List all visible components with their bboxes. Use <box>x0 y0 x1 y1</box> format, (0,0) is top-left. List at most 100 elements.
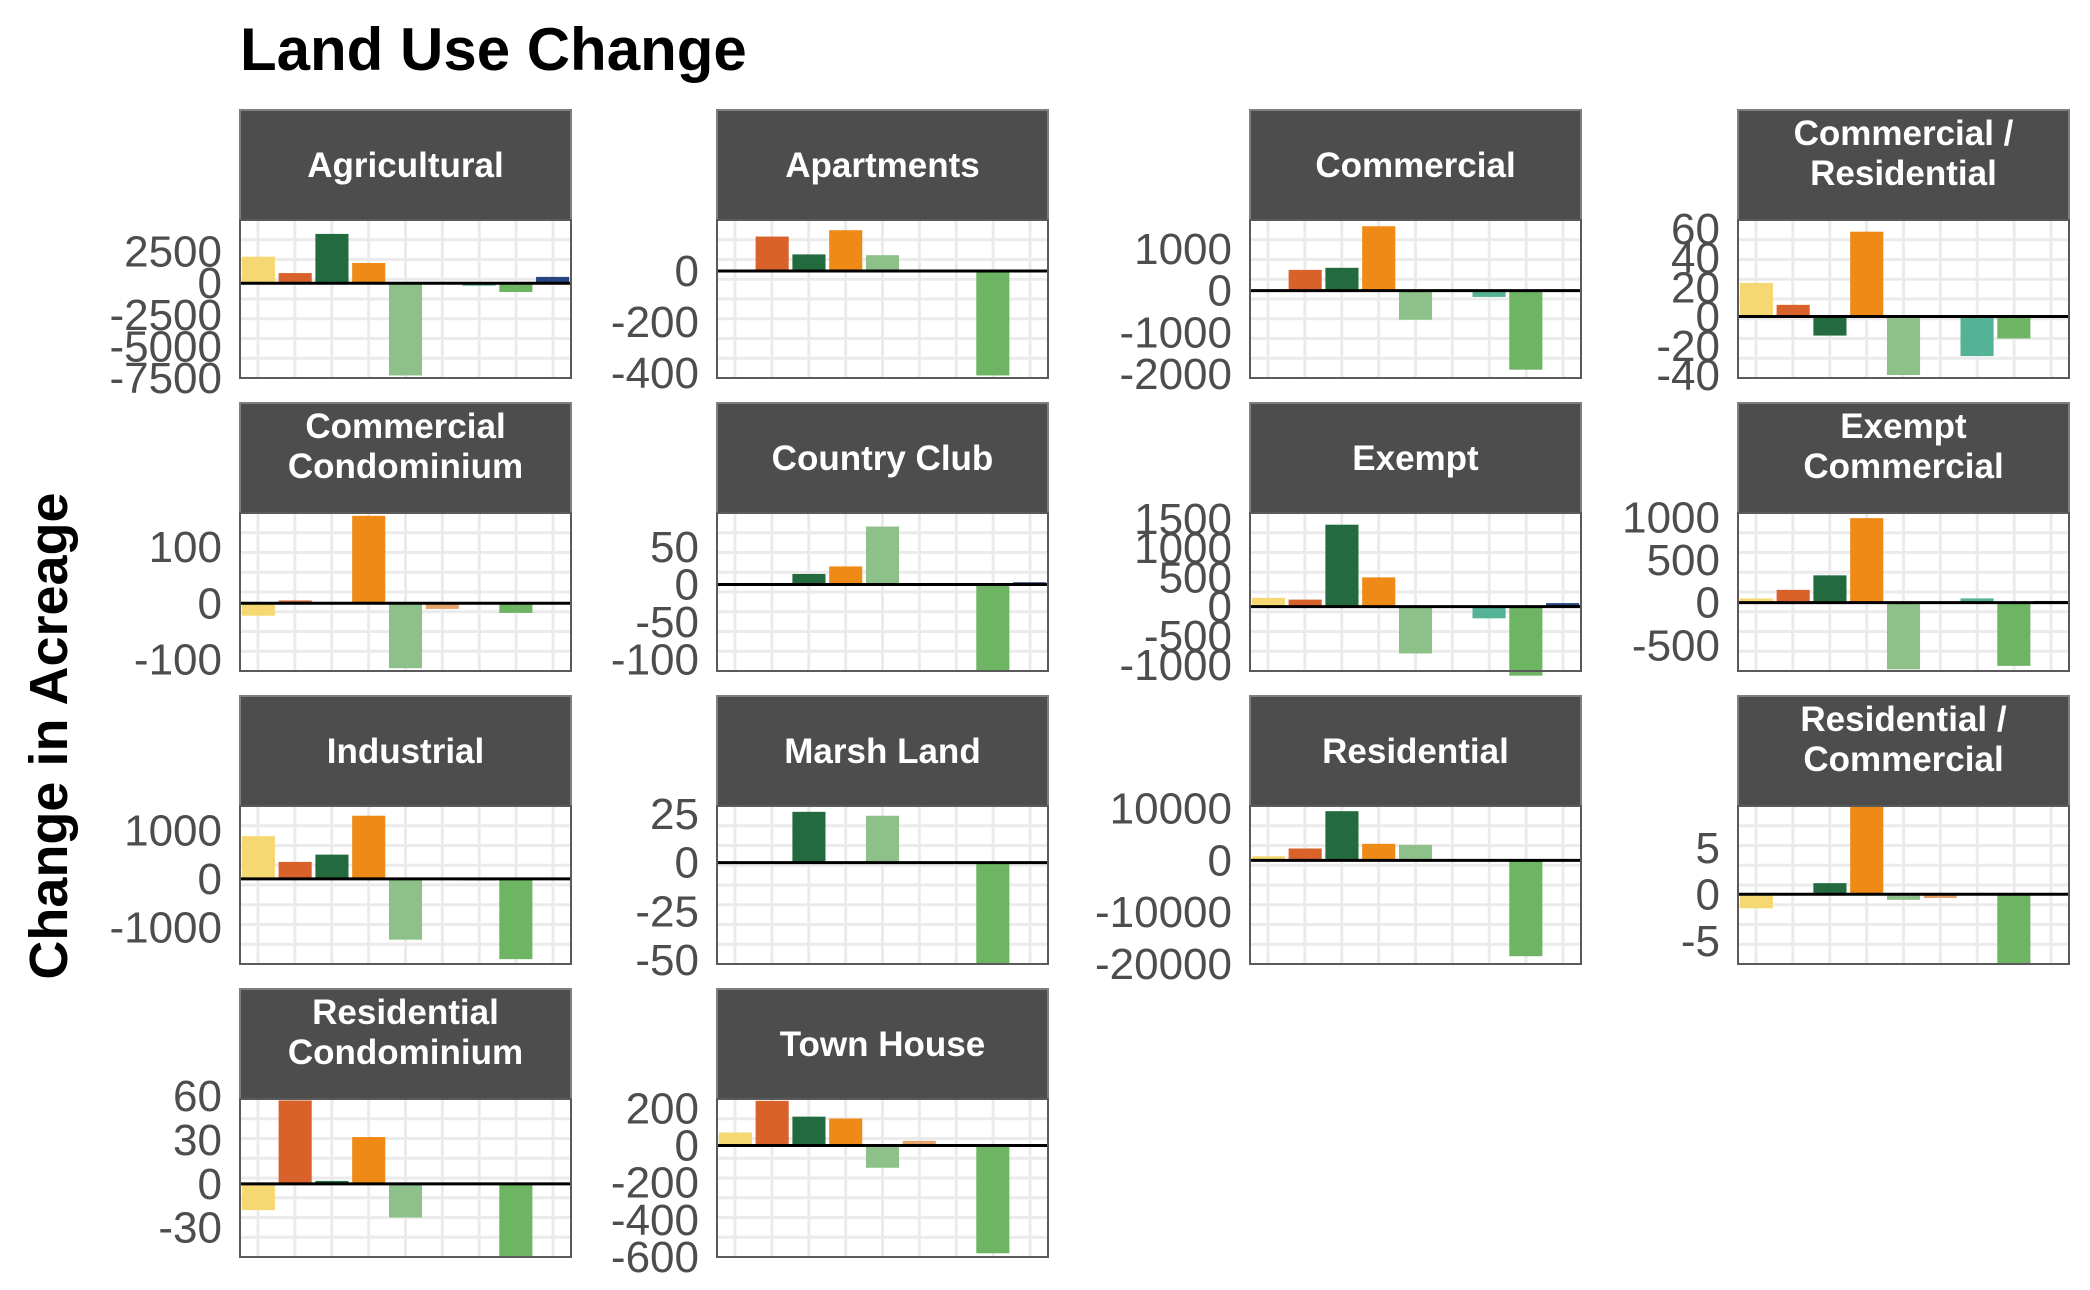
strip-background <box>239 109 572 221</box>
bar-exempt-3 <box>1362 577 1396 607</box>
plot-border <box>239 805 572 965</box>
bar-exempt-6 <box>1472 606 1506 619</box>
y-tick-label: -1000 <box>1119 641 1232 690</box>
bar-agricultural-8 <box>536 276 570 284</box>
y-tick-label: -2000 <box>1119 350 1232 399</box>
y-tick-label: -100 <box>134 636 222 685</box>
y-tick-label: 500 <box>1159 553 1232 602</box>
plot-border <box>716 219 1049 379</box>
strip-label: Town House <box>780 1025 985 1064</box>
plot-border <box>1249 219 1582 379</box>
y-tick-label: 100 <box>149 523 222 572</box>
y-tick-label: -2500 <box>109 291 222 340</box>
bar-apartments-4 <box>865 255 900 271</box>
strip-label: Industrial <box>327 732 485 771</box>
bar-exempt-1 <box>1288 599 1322 607</box>
bar-town-house-2 <box>792 1116 826 1146</box>
bar-marsh-land-2 <box>792 811 826 863</box>
y-tick-label: 0 <box>1696 579 1720 628</box>
chart-title: Land Use Change <box>240 16 747 83</box>
strip-background <box>716 988 1049 1100</box>
y-tick-label: 40 <box>1671 234 1720 283</box>
bar-exempt-commercial-3 <box>1850 518 1884 603</box>
facet-panels: Agricultural25000-2500-5000-7500Apartmen… <box>109 109 2070 1282</box>
y-tick-label: 10000 <box>1110 785 1232 834</box>
bar-commercial-2 <box>1325 267 1359 291</box>
strip-label: Marsh Land <box>784 732 980 771</box>
y-tick-label: -5000 <box>109 322 222 371</box>
bar-country-club-7 <box>976 584 1010 671</box>
bar-marsh-land-7 <box>976 862 1010 964</box>
panel-commercial: Commercial 10000-1000-2000 <box>1119 109 1582 399</box>
bar-industrial-3 <box>352 815 386 879</box>
y-tick-label: -50 <box>635 936 699 985</box>
panel-country-club: Country Club 500-50-100 <box>611 402 1049 685</box>
y-tick-label: 0 <box>1208 267 1232 316</box>
y-tick-label: -400 <box>611 349 699 398</box>
y-tick-label: -500 <box>1632 621 1720 670</box>
strip-background <box>1249 402 1582 514</box>
bar-commercial-residential-1 <box>1776 304 1810 317</box>
strip-label: Residential <box>1322 732 1509 771</box>
y-tick-label: 50 <box>650 523 699 572</box>
y-tick-label: 30 <box>173 1116 222 1165</box>
strip-background <box>716 402 1049 514</box>
bar-residential-commercial-5 <box>1923 894 1957 899</box>
bar-apartments-7 <box>976 270 1010 376</box>
y-tick-label: 0 <box>198 855 222 904</box>
y-tick-label: 0 <box>1208 836 1232 885</box>
y-tick-label: 20 <box>1671 263 1720 312</box>
strip-label: Commercial <box>1315 146 1515 185</box>
y-tick-label: 500 <box>1647 536 1720 585</box>
bar-agricultural-2 <box>315 233 349 284</box>
strip-label: Apartments <box>785 146 979 185</box>
y-tick-label: -1000 <box>1119 308 1232 357</box>
plot-border <box>1737 219 2070 379</box>
y-tick-label: 0 <box>1696 293 1720 342</box>
bar-exempt-commercial-2 <box>1813 575 1847 603</box>
bar-residential-1 <box>1288 848 1322 861</box>
strip-background <box>239 695 572 807</box>
plot-border <box>1737 805 2070 965</box>
strip-label: Condominium <box>288 447 523 486</box>
bar-country-club-4 <box>865 526 900 585</box>
bar-residential-condominium-4 <box>388 1183 423 1218</box>
bar-commercial-condominium-0 <box>241 603 275 616</box>
bar-residential-commercial-3 <box>1850 806 1884 895</box>
bar-commercial-residential-6 <box>1960 316 1994 357</box>
bar-exempt-2 <box>1325 524 1359 607</box>
strip-label: Commercial <box>305 407 505 446</box>
y-tick-label: -50 <box>635 598 699 647</box>
y-tick-label: -600 <box>611 1233 699 1282</box>
bar-industrial-4 <box>388 878 423 940</box>
strip-label: Commercial <box>1803 740 2003 779</box>
strip-background <box>716 109 1049 221</box>
y-tick-label: 1500 <box>1134 495 1232 544</box>
plot-border <box>1737 512 2070 672</box>
y-tick-label: 5 <box>1696 824 1720 873</box>
bar-exempt-4 <box>1398 606 1433 654</box>
y-tick-label: -7500 <box>109 354 222 403</box>
y-tick-label: 60 <box>173 1072 222 1121</box>
plot-border <box>716 1098 1049 1258</box>
bar-residential-condominium-1 <box>278 1100 312 1184</box>
y-tick-label: 60 <box>1671 205 1720 254</box>
y-tick-label: 0 <box>675 1121 699 1170</box>
panel-apartments: Apartments 0-200-400 <box>611 109 1049 398</box>
bar-residential-condominium-0 <box>241 1183 275 1211</box>
bar-industrial-0 <box>241 836 275 879</box>
y-tick-label: -400 <box>611 1196 699 1245</box>
y-tick-label: -10000 <box>1095 888 1232 937</box>
bar-residential-condominium-7 <box>499 1183 533 1257</box>
bar-residential-7 <box>1509 860 1543 957</box>
y-tick-label: -25 <box>635 887 699 936</box>
plot-border <box>716 805 1049 965</box>
bar-residential-2 <box>1325 811 1359 861</box>
strip-background <box>1737 402 2070 514</box>
bar-residential-commercial-2 <box>1813 883 1847 895</box>
strip-background <box>1249 695 1582 807</box>
